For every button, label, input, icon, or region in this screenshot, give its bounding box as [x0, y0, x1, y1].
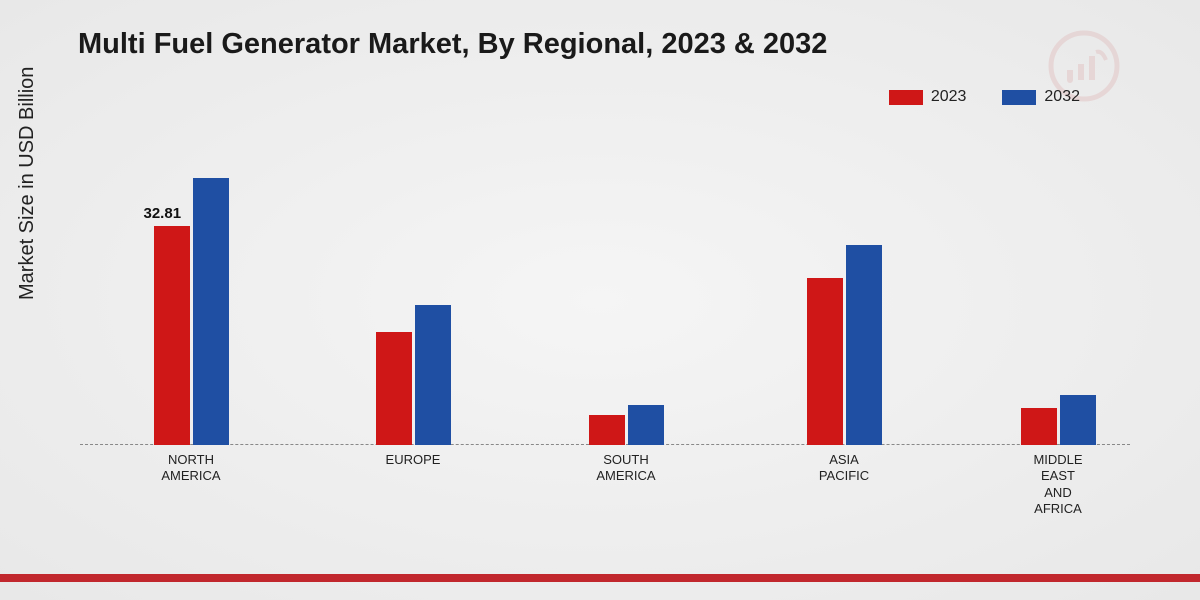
bar	[628, 405, 664, 445]
plot-area: 32.81	[80, 145, 1130, 445]
x-tick-label: NORTH AMERICA	[141, 452, 241, 485]
y-axis-label: Market Size in USD Billion	[16, 67, 39, 300]
x-tick-label: MIDDLE EAST AND AFRICA	[1008, 452, 1108, 517]
x-tick-label: SOUTH AMERICA	[576, 452, 676, 485]
bar	[1060, 395, 1096, 445]
legend-swatch-2032	[1002, 90, 1036, 105]
legend-swatch-2023	[889, 90, 923, 105]
bar-group	[1010, 395, 1106, 445]
bar	[154, 226, 190, 445]
x-tick-label: EUROPE	[363, 452, 463, 468]
legend-label-2023: 2023	[931, 88, 967, 106]
bar-group	[796, 245, 892, 445]
footer-accent-bar	[0, 574, 1200, 582]
bar	[376, 332, 412, 445]
bar-group	[578, 405, 674, 445]
bar	[1021, 408, 1057, 445]
bar	[193, 178, 229, 445]
bar	[846, 245, 882, 445]
legend: 2023 2032	[889, 88, 1080, 106]
legend-item-2032: 2032	[1002, 88, 1080, 106]
bar	[415, 305, 451, 445]
bar-group	[365, 305, 461, 445]
bar	[589, 415, 625, 445]
legend-label-2032: 2032	[1044, 88, 1080, 106]
legend-item-2023: 2023	[889, 88, 967, 106]
x-tick-label: ASIA PACIFIC	[794, 452, 894, 485]
chart-title: Multi Fuel Generator Market, By Regional…	[78, 28, 827, 61]
bar	[807, 278, 843, 445]
bar-value-label: 32.81	[144, 205, 182, 222]
